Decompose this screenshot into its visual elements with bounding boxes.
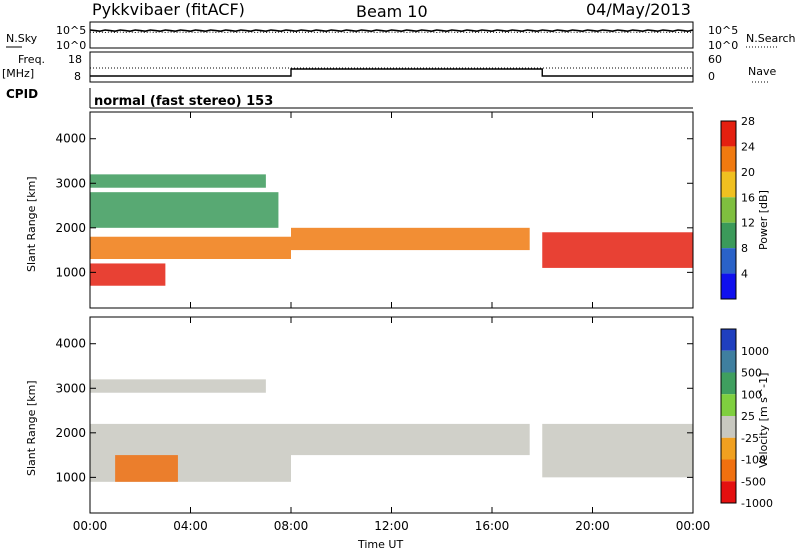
- heatmap-band-1-1: [115, 455, 178, 482]
- colorbar-tick-label-0-2: 12: [741, 217, 755, 230]
- nsearch-label: N.Search: [746, 32, 796, 45]
- y-tick-label-0-1: 2000: [55, 221, 86, 235]
- heatmap-band-1-2: [291, 423, 530, 456]
- nave-trace: [90, 68, 693, 77]
- x-tick-label-2: 08:00: [274, 519, 309, 533]
- heatmap-band-0-2: [291, 227, 530, 251]
- colorbar-seg-1-4: [721, 416, 736, 438]
- y-tick-label-1-0: 1000: [55, 470, 86, 484]
- colorbar-seg-1-7: [721, 481, 736, 503]
- power-colorbar-label: Power [dB]: [757, 190, 770, 250]
- colorbar-tick-label-0-4: 20: [741, 166, 755, 179]
- colorbar-tick-label-1-1: 500: [741, 367, 762, 380]
- freq-tick-bottom: 8: [74, 70, 81, 83]
- noise-panel-frame: [89, 21, 694, 49]
- x-tick-label-0: 00:00: [73, 519, 108, 533]
- colorbar-tick-label-0-3: 16: [741, 191, 755, 204]
- y-tick-label-1-3: 4000: [55, 337, 86, 351]
- x-tick-label-6: 00:00: [676, 519, 711, 533]
- velocity-ylabel: Slant Range [km]: [25, 380, 38, 476]
- y-tick-label-0-3: 4000: [55, 132, 86, 146]
- x-tick-label-4: 16:00: [475, 519, 510, 533]
- colorbar-seg-1-5: [721, 437, 736, 460]
- colorbar-tick-label-1-6: -500: [741, 475, 766, 488]
- y-tick-label-1-1: 2000: [55, 426, 86, 440]
- time-xlabel: Time UT: [358, 538, 404, 551]
- y-tick-label-0-0: 1000: [55, 265, 86, 279]
- colorbar-seg-1-1: [721, 350, 736, 373]
- colorbar-tick-label-0-6: 28: [741, 115, 755, 128]
- date-title: 04/May/2013: [586, 0, 691, 19]
- colorbar-seg-0-1: [721, 146, 736, 172]
- panel-bg-1: [90, 317, 693, 513]
- freq-label: Freq.: [18, 53, 46, 66]
- freq-unit: [MHz]: [2, 67, 35, 80]
- noise-tick-top-right: 10^5: [708, 24, 739, 37]
- nave-label: Nave: [748, 65, 777, 78]
- heatmap-band-0-0: [90, 236, 291, 259]
- noise-tick-top-left: 10^5: [56, 24, 87, 37]
- nsearch-trace: [89, 31, 694, 34]
- colorbar-frame-1: [720, 328, 737, 504]
- beam-title: Beam 10: [356, 2, 428, 21]
- colorbar-seg-0-5: [721, 248, 736, 274]
- colorbar-seg-1-3: [721, 394, 736, 416]
- freq-tick-top: 18: [68, 53, 82, 66]
- colorbar-tick-label-1-0: 1000: [741, 345, 769, 358]
- heatmap-band-0-5: [90, 174, 266, 188]
- y-tick-label-1-2: 3000: [55, 381, 86, 395]
- colorbar-seg-1-0: [721, 329, 736, 351]
- cpid-label: CPID: [6, 87, 39, 101]
- noise-tick-bottom-right: 10^0: [708, 39, 739, 52]
- x-tick-label-5: 20:00: [575, 519, 610, 533]
- cpid-value: normal (fast stereo) 153: [94, 94, 274, 109]
- x-tick-label-1: 04:00: [173, 519, 208, 533]
- colorbar-tick-label-1-7: -1000: [741, 497, 773, 510]
- power-ylabel: Slant Range [km]: [25, 176, 38, 272]
- nsky-label: N.Sky: [6, 32, 38, 45]
- colorbar-seg-0-6: [721, 273, 736, 299]
- colorbar-tick-label-0-5: 24: [741, 140, 755, 153]
- colorbar-seg-1-6: [721, 459, 736, 482]
- nave-tick-top: 60: [708, 53, 722, 66]
- colorbar-seg-0-2: [721, 171, 736, 198]
- heatmap-band-0-1: [90, 263, 166, 286]
- colorbar-frame-0: [720, 120, 737, 300]
- velocity-colorbar-label: Velocity [m s^-1]: [757, 372, 770, 468]
- station-title: Pykkvibaer (fitACF): [92, 0, 245, 19]
- heatmap-band-1-4: [90, 379, 266, 393]
- colorbar-tick-label-1-4: -25: [741, 432, 759, 445]
- heatmap-band-0-4: [90, 192, 279, 228]
- y-tick-label-0-2: 3000: [55, 176, 86, 190]
- heatmap-band-0-3: [542, 232, 693, 268]
- colorbar-seg-1-2: [721, 372, 736, 395]
- heatmap-band-1-3: [542, 423, 693, 478]
- nave-tick-bottom: 0: [708, 70, 715, 83]
- colorbar-tick-label-1-5: -100: [741, 454, 766, 467]
- colorbar-seg-0-3: [721, 197, 736, 223]
- freq-panel-frame: [89, 51, 694, 83]
- x-tick-label-3: 12:00: [374, 519, 409, 533]
- colorbar-tick-label-1-3: 25: [741, 410, 755, 423]
- nsky-trace: [89, 29, 694, 33]
- colorbar-tick-label-0-0: 4: [741, 268, 748, 281]
- colorbar-tick-label-1-2: 100: [741, 388, 762, 401]
- colorbar-seg-0-4: [721, 222, 736, 249]
- colorbar-seg-0-0: [721, 121, 736, 147]
- noise-tick-bottom-left: 10^0: [56, 39, 87, 52]
- colorbar-tick-label-0-1: 8: [741, 242, 748, 255]
